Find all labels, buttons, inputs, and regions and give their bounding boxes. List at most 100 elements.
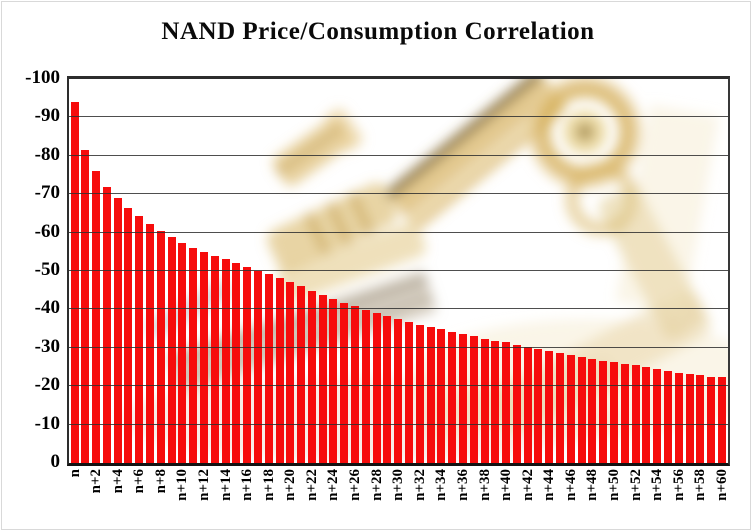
gridline-minus-20 [69, 385, 728, 387]
bar-n+1 [81, 150, 90, 463]
bar-n+38 [480, 338, 489, 463]
bar-n+51 [620, 363, 629, 463]
bar-n+46 [566, 354, 575, 463]
bar-n+47 [577, 357, 586, 463]
watermark-nosepiece [272, 108, 363, 186]
x-tick-label: n+50 [606, 469, 622, 501]
bar-n+10 [178, 242, 187, 463]
y-tick-label: -60 [34, 220, 60, 242]
x-tick-label: n+60 [713, 469, 730, 501]
bar-n+39 [491, 340, 500, 463]
gridline-minus-40 [69, 308, 728, 310]
y-tick-label: -80 [34, 143, 60, 165]
x-tick-label: n+38 [476, 469, 493, 501]
bar-n+31 [404, 322, 413, 463]
bar-n+22 [307, 290, 316, 463]
bar-n+17 [253, 270, 262, 463]
x-tick-label: n+52 [627, 469, 644, 501]
bar-n+43 [534, 348, 543, 463]
bar-n+25 [340, 302, 349, 463]
bar-n+35 [448, 331, 457, 463]
x-tick-label: n+22 [303, 469, 320, 501]
bar-n+40 [502, 342, 511, 463]
bar-n+20 [286, 282, 295, 463]
x-tick-label: n+12 [195, 469, 212, 501]
gridline-minus-70 [69, 193, 728, 195]
bar-n+7 [146, 223, 155, 463]
bar-n+11 [189, 247, 198, 463]
bar-n+6 [135, 215, 144, 463]
bar-n+58 [696, 375, 705, 463]
bar-n+15 [232, 262, 241, 463]
x-tick-label: n+32 [411, 469, 428, 501]
x-tick-label: n+46 [562, 469, 579, 501]
bar-n+13 [210, 256, 219, 463]
bar-n+49 [599, 360, 608, 463]
watermark-tube [384, 79, 566, 228]
bar-n+48 [588, 358, 597, 463]
bar-n+3 [102, 186, 111, 463]
bar-n+50 [610, 362, 618, 463]
x-tick-label: n+40 [498, 469, 515, 501]
gridline-minus-10 [69, 423, 728, 425]
bar-n+60 [717, 377, 726, 463]
y-tick-label: 0 [50, 451, 61, 472]
bar-n+27 [361, 309, 370, 463]
x-tick-label: n+54 [649, 469, 666, 501]
x-tick-label: n+16 [239, 469, 256, 501]
x-tick-label: n+56 [670, 469, 687, 501]
gridline-minus-80 [69, 154, 728, 156]
x-tick-label: n+34 [433, 469, 450, 501]
bar-n+45 [556, 352, 565, 463]
bar-n [70, 102, 79, 463]
gridline-minus-60 [69, 231, 728, 233]
bar-n+33 [426, 327, 435, 463]
bar-n+55 [663, 370, 672, 463]
bar-n+21 [297, 286, 306, 463]
x-tick-label: n+28 [368, 469, 385, 501]
x-tick-label: n+8 [152, 469, 169, 494]
x-tick-label: n+58 [692, 469, 709, 501]
bar-n+57 [685, 374, 694, 463]
bar-n+19 [275, 278, 284, 463]
bar-n+34 [437, 329, 446, 463]
x-tick-label: n+48 [584, 469, 601, 501]
x-tick-label: n+30 [390, 469, 407, 501]
x-tick-label: n+10 [174, 469, 191, 501]
bar-n+59 [707, 376, 716, 463]
bar-n+18 [264, 274, 273, 463]
bar-n+16 [243, 266, 252, 463]
x-tick-label: n+2 [88, 469, 105, 494]
bar-n+37 [469, 336, 478, 463]
y-tick-label: -30 [34, 335, 60, 357]
x-tick-label: n [66, 469, 83, 478]
x-tick-label: n+6 [131, 469, 148, 494]
gridline-minus-90 [69, 116, 728, 118]
x-tick-label: n+44 [541, 469, 558, 501]
bar-n+52 [631, 365, 640, 463]
x-tick-label: n+36 [454, 469, 471, 501]
bar-n+14 [221, 259, 230, 463]
bar-n+53 [642, 367, 651, 463]
y-tick-label: -10 [34, 412, 60, 434]
gridline-minus-50 [69, 270, 728, 271]
bar-n+36 [458, 333, 467, 463]
x-tick-label: n+14 [217, 469, 234, 501]
bar-n+9 [167, 237, 176, 463]
bar-n+5 [124, 207, 133, 463]
y-tick-label: -100 [25, 67, 60, 88]
bar-n+41 [512, 344, 521, 463]
y-tick-label: -70 [34, 182, 60, 204]
chart-title: NAND Price/Consumption Correlation [161, 18, 595, 45]
x-tick-label: n+4 [109, 469, 126, 494]
x-tick-label: n+20 [282, 469, 299, 501]
x-tick-label: n+42 [519, 469, 536, 501]
bar-n+54 [653, 369, 662, 463]
x-tick-label: n+24 [325, 469, 342, 501]
bar-n+42 [523, 346, 532, 463]
bar-n+28 [372, 312, 381, 463]
bar-n+29 [383, 315, 392, 463]
y-tick-label: -40 [34, 297, 60, 319]
watermark-turret [267, 182, 397, 272]
